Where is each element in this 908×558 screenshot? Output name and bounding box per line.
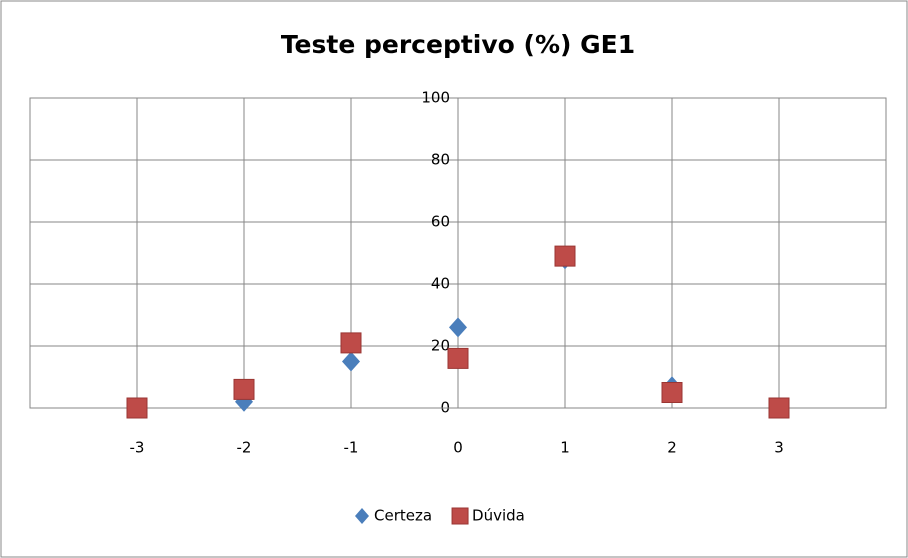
square-marker xyxy=(768,397,790,419)
x-tick-label: 2 xyxy=(667,439,677,457)
x-tick-label: 3 xyxy=(774,439,784,457)
legend-label: Certeza xyxy=(374,507,432,525)
square-marker xyxy=(661,382,683,403)
square-marker xyxy=(340,332,362,354)
y-tick-label: 80 xyxy=(431,151,450,169)
diamond-marker xyxy=(342,351,360,372)
square-marker xyxy=(233,378,255,400)
diamond-marker xyxy=(449,317,467,338)
x-tick-label: 1 xyxy=(560,439,570,457)
x-tick-label: 0 xyxy=(453,439,463,457)
legend-marker xyxy=(355,508,369,524)
y-tick-label: 60 xyxy=(431,213,450,231)
x-tick-label: -2 xyxy=(237,439,252,457)
legend-label: Dúvida xyxy=(472,507,525,525)
square-marker xyxy=(126,397,148,419)
y-tick-label: 100 xyxy=(421,89,450,107)
y-tick-label: 20 xyxy=(431,337,450,355)
square-marker xyxy=(447,347,469,369)
x-tick-label: -3 xyxy=(130,439,145,457)
x-tick-label: -1 xyxy=(344,439,359,457)
legend-marker xyxy=(451,507,469,525)
chart-title: Teste perceptivo (%) GE1 xyxy=(281,30,635,59)
y-tick-label: 40 xyxy=(431,275,450,293)
square-marker xyxy=(554,245,576,267)
